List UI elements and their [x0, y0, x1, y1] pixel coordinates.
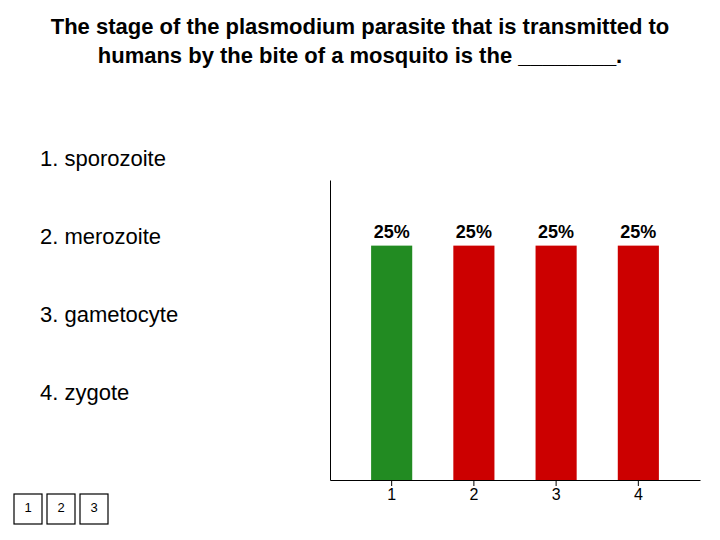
footer-box-label: 2: [57, 500, 64, 515]
x-axis: 1 2 3 4: [331, 480, 701, 503]
footer-boxes: 1 2 3: [14, 494, 108, 524]
bar: [371, 246, 412, 480]
x-axis-line: [331, 480, 701, 481]
options: 1. sporozoite 2. merozoite 3. gametocyte 4.…: [40, 146, 178, 405]
x-tick: 4: [634, 480, 643, 503]
x-tick-mark: [473, 480, 474, 486]
footer-box-label: 1: [24, 500, 31, 515]
title-line: The stage of the plasmodium parasite tha…: [51, 14, 670, 39]
footer-box-label: 3: [90, 500, 97, 515]
x-tick-mark: [391, 480, 392, 486]
option: 2. merozoite: [40, 224, 161, 249]
x-tick: 3: [552, 480, 561, 503]
bar: [618, 246, 659, 480]
y-axis: [330, 181, 331, 481]
title: The stage of the plasmodium parasite tha…: [51, 14, 670, 68]
option: 4. zygote: [40, 380, 129, 405]
bar: [536, 246, 577, 480]
x-tick-label: 4: [634, 486, 643, 503]
x-tick: 1: [387, 480, 396, 503]
x-tick-label: 1: [387, 486, 396, 503]
bars: [371, 246, 659, 480]
bar: [453, 246, 494, 480]
data-label: 25%: [538, 222, 574, 242]
x-tick-mark: [638, 480, 639, 486]
y-axis-line: [330, 181, 331, 481]
chart: The stage of the plasmodium parasite tha…: [0, 0, 720, 540]
option: 3. gametocyte: [40, 302, 178, 327]
footer-box: [14, 494, 42, 524]
x-tick-label: 3: [552, 486, 561, 503]
x-tick: 2: [469, 480, 478, 503]
option: 1. sporozoite: [40, 146, 166, 171]
footer-box: [47, 494, 75, 524]
data-label: 25%: [456, 222, 492, 242]
x-tick-mark: [556, 480, 557, 486]
x-tick-label: 2: [469, 486, 478, 503]
footer-box: [80, 494, 108, 524]
data-labels: 25% 25% 25% 25%: [374, 222, 657, 242]
title-line: humans by the bite of a mosquito is the …: [98, 43, 622, 68]
data-label: 25%: [374, 222, 410, 242]
data-label: 25%: [620, 222, 656, 242]
